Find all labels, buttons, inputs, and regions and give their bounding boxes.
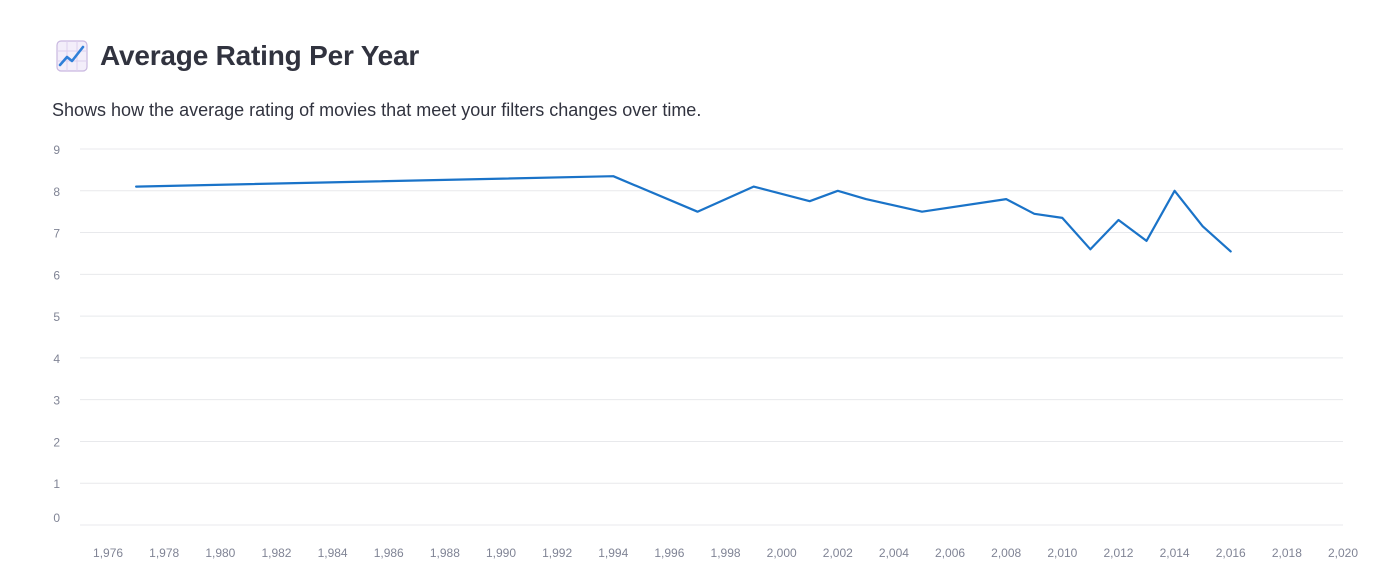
y-tick-label: 1: [53, 477, 60, 491]
x-tick-label: 1,998: [711, 546, 741, 560]
y-tick-label: 8: [53, 185, 60, 199]
x-tick-label: 2,008: [991, 546, 1021, 560]
page-description: Shows how the average rating of movies t…: [52, 100, 702, 120]
data-point[interactable]: [835, 188, 841, 194]
page-title: Average Rating Per Year: [100, 40, 420, 71]
x-tick-label: 1,978: [149, 546, 179, 560]
y-tick-label: 4: [53, 352, 60, 366]
y-tick-label: 0: [53, 511, 60, 525]
data-point[interactable]: [133, 184, 139, 190]
chart-series: [133, 173, 1234, 254]
data-point[interactable]: [807, 198, 813, 204]
data-point[interactable]: [1144, 238, 1150, 244]
x-tick-label: 1,988: [430, 546, 460, 560]
x-tick-label: 2,004: [879, 546, 909, 560]
y-axis-ticks: 0 1 2 3 4 5 6 7 8 9: [53, 143, 60, 525]
y-tick-label: 9: [53, 143, 60, 157]
x-tick-label: 2,020: [1328, 546, 1358, 560]
data-point[interactable]: [694, 209, 700, 215]
x-tick-label: 2,002: [823, 546, 853, 560]
data-point[interactable]: [751, 184, 757, 190]
data-point[interactable]: [1115, 217, 1121, 223]
x-tick-label: 2,000: [767, 546, 797, 560]
x-tick-label: 1,990: [486, 546, 516, 560]
data-point[interactable]: [919, 209, 925, 215]
data-point[interactable]: [1228, 248, 1234, 254]
data-point[interactable]: [1172, 188, 1178, 194]
x-tick-label: 1,994: [598, 546, 628, 560]
x-tick-label: 2,006: [935, 546, 965, 560]
x-tick-label: 1,996: [654, 546, 684, 560]
x-tick-label: 2,018: [1272, 546, 1302, 560]
x-tick-label: 1,982: [261, 546, 291, 560]
x-tick-label: 1,986: [374, 546, 404, 560]
page-header: Average Rating Per Year: [56, 38, 419, 74]
data-point[interactable]: [1031, 211, 1037, 217]
data-point[interactable]: [1200, 223, 1206, 229]
line-chart-svg[interactable]: 0 1 2 3 4 5 6 7 8 9 1,976 1,978 1,980 1,982 1,984 1,98…: [0, 135, 1373, 575]
x-tick-label: 1,992: [542, 546, 572, 560]
x-tick-label: 2,016: [1216, 546, 1246, 560]
y-tick-label: 7: [53, 227, 60, 241]
series-line-0[interactable]: [135, 175, 1232, 253]
x-tick-label: 1,980: [205, 546, 235, 560]
chart-increasing-icon: [56, 40, 88, 72]
x-tick-label: 2,010: [1047, 546, 1077, 560]
y-tick-label: 2: [53, 435, 60, 449]
data-point[interactable]: [863, 196, 869, 202]
y-tick-label: 3: [53, 394, 60, 408]
data-point[interactable]: [1087, 246, 1093, 252]
y-tick-label: 6: [53, 268, 60, 282]
data-point[interactable]: [610, 173, 616, 179]
x-tick-label: 2,014: [1160, 546, 1190, 560]
x-tick-label: 2,012: [1103, 546, 1133, 560]
x-axis-ticks: 1,976 1,978 1,980 1,982 1,984 1,986 1,988 1,990…: [93, 546, 1358, 560]
y-tick-label: 5: [53, 310, 60, 324]
x-tick-label: 1,976: [93, 546, 123, 560]
x-tick-label: 1,984: [318, 546, 348, 560]
chart-grid: [80, 148, 1343, 526]
data-point[interactable]: [1003, 196, 1009, 202]
line-chart[interactable]: 0 1 2 3 4 5 6 7 8 9 1,976 1,978 1,980 1,982 1,984 1,98…: [0, 135, 1373, 575]
data-point[interactable]: [1059, 215, 1065, 221]
